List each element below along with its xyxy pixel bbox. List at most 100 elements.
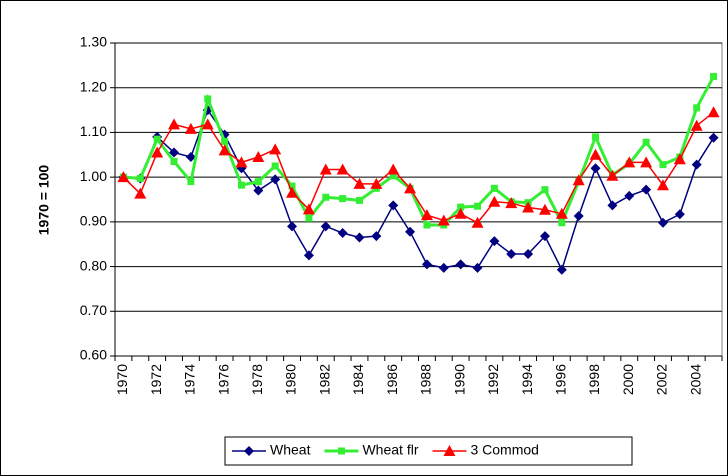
marker (288, 182, 296, 190)
marker (423, 221, 431, 229)
y-tick-label: 1.30 (80, 34, 107, 50)
y-tick-label: 1.00 (80, 168, 107, 184)
marker (221, 137, 229, 145)
marker (252, 151, 265, 163)
legend: Wheat Wheat flr 3 Commod (224, 436, 633, 466)
marker (472, 262, 483, 273)
marker (455, 259, 466, 270)
marker (337, 447, 345, 455)
y-tick-label: 0.80 (80, 257, 107, 273)
x-tick-label: 1988 (418, 364, 434, 395)
y-tick-label: 0.60 (80, 347, 107, 363)
y-tick-label: 0.70 (80, 302, 107, 318)
marker (538, 203, 551, 215)
marker (624, 190, 635, 201)
marker (657, 217, 668, 228)
marker (555, 207, 568, 219)
x-tick-label: 2000 (620, 364, 636, 395)
marker (454, 207, 467, 219)
legend-box (224, 436, 633, 466)
x-tick-label: 1986 (384, 364, 400, 395)
marker (589, 148, 602, 160)
marker (235, 156, 248, 168)
marker (168, 118, 181, 130)
marker (319, 163, 332, 175)
marker (659, 161, 667, 169)
legend-label: Wheat (270, 442, 311, 458)
marker (573, 211, 584, 222)
marker (336, 163, 349, 175)
marker (117, 171, 130, 183)
marker (320, 221, 331, 232)
marker (693, 104, 701, 112)
marker (269, 143, 282, 155)
marker (506, 249, 517, 260)
marker (287, 221, 298, 232)
y-tick-label: 0.90 (80, 213, 107, 229)
marker (673, 153, 686, 165)
x-tick-label: 2002 (654, 364, 670, 395)
x-tick-label: 1992 (485, 364, 501, 395)
marker (522, 201, 535, 213)
x-tick-label: 1982 (316, 364, 332, 395)
x-tick-label: 1972 (148, 364, 164, 395)
marker (710, 73, 718, 81)
x-tick-label: 1980 (283, 364, 299, 395)
marker (556, 264, 567, 275)
marker (640, 156, 653, 168)
x-tick-label: 1996 (553, 364, 569, 395)
marker (572, 174, 585, 186)
marker (237, 181, 245, 189)
marker (204, 95, 212, 103)
marker (388, 200, 399, 211)
marker (170, 157, 178, 165)
marker (405, 226, 416, 237)
legend-label: 3 Commod (470, 442, 538, 458)
marker (404, 182, 417, 194)
x-tick-label: 1990 (451, 364, 467, 395)
marker (322, 193, 330, 201)
marker (690, 119, 703, 131)
marker (656, 179, 669, 191)
marker (457, 203, 465, 211)
marker (302, 203, 315, 215)
marker (254, 178, 262, 186)
marker (305, 214, 313, 222)
marker (421, 259, 432, 270)
marker (471, 216, 484, 228)
marker (271, 162, 279, 170)
x-tick-label: 1998 (586, 364, 602, 395)
marker (708, 132, 719, 143)
marker (558, 219, 566, 227)
marker (187, 178, 195, 186)
marker (354, 232, 365, 243)
marker (337, 228, 348, 239)
legend-label: Wheat flr (362, 442, 418, 458)
marker (489, 236, 500, 247)
marker (590, 163, 601, 174)
marker (539, 231, 550, 242)
marker (270, 174, 281, 185)
y-tick-label: 1.20 (80, 78, 107, 94)
marker (253, 185, 264, 196)
marker (339, 195, 347, 203)
marker (488, 195, 501, 207)
marker (201, 118, 214, 130)
x-tick-label: 1994 (519, 364, 535, 395)
marker (437, 214, 450, 226)
x-tick-label: 1984 (350, 364, 366, 395)
marker (443, 445, 456, 456)
x-tick-label: 1970 (114, 364, 130, 395)
marker (674, 209, 685, 220)
marker (642, 138, 650, 146)
marker (353, 177, 366, 189)
marker (370, 177, 383, 189)
x-tick-label: 1976 (215, 364, 231, 395)
marker (136, 174, 144, 182)
marker (371, 231, 382, 242)
marker (474, 202, 482, 210)
y-tick-label: 1.10 (80, 123, 107, 139)
y-axis-label: 1970 = 100 (36, 165, 52, 236)
marker (218, 144, 231, 156)
